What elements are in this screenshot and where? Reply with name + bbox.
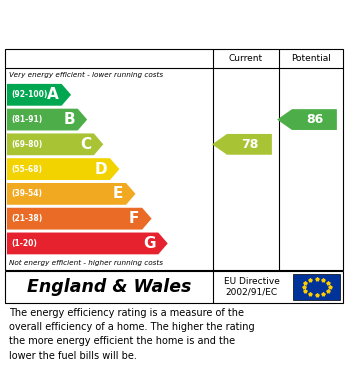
Text: Energy Efficiency Rating: Energy Efficiency Rating <box>15 17 237 32</box>
Text: 78: 78 <box>241 138 259 151</box>
Polygon shape <box>7 183 135 205</box>
Text: (69-80): (69-80) <box>11 140 42 149</box>
Text: (21-38): (21-38) <box>11 214 42 223</box>
Text: (39-54): (39-54) <box>11 189 42 198</box>
Polygon shape <box>7 133 103 155</box>
Polygon shape <box>7 233 168 254</box>
Text: F: F <box>129 211 140 226</box>
Text: Current: Current <box>229 54 263 63</box>
Text: (55-68): (55-68) <box>11 165 42 174</box>
Text: England & Wales: England & Wales <box>27 278 191 296</box>
Polygon shape <box>7 208 152 230</box>
Text: (81-91): (81-91) <box>11 115 42 124</box>
Polygon shape <box>277 109 337 130</box>
Text: D: D <box>95 161 107 177</box>
Text: Not energy efficient - higher running costs: Not energy efficient - higher running co… <box>9 260 163 266</box>
Polygon shape <box>7 109 87 131</box>
Text: C: C <box>80 137 91 152</box>
Text: 86: 86 <box>306 113 323 126</box>
Text: Very energy efficient - lower running costs: Very energy efficient - lower running co… <box>9 72 163 78</box>
Polygon shape <box>212 134 272 155</box>
Text: EU Directive
2002/91/EC: EU Directive 2002/91/EC <box>224 277 280 297</box>
Text: E: E <box>113 187 123 201</box>
Polygon shape <box>7 84 71 106</box>
Text: Potential: Potential <box>291 54 331 63</box>
Bar <box>293 274 340 300</box>
Text: A: A <box>47 87 59 102</box>
Text: (92-100): (92-100) <box>11 90 47 99</box>
Text: (1-20): (1-20) <box>11 239 37 248</box>
Text: G: G <box>143 236 156 251</box>
Polygon shape <box>7 158 119 180</box>
Text: The energy efficiency rating is a measure of the
overall efficiency of a home. T: The energy efficiency rating is a measur… <box>9 307 254 361</box>
Text: B: B <box>63 112 75 127</box>
